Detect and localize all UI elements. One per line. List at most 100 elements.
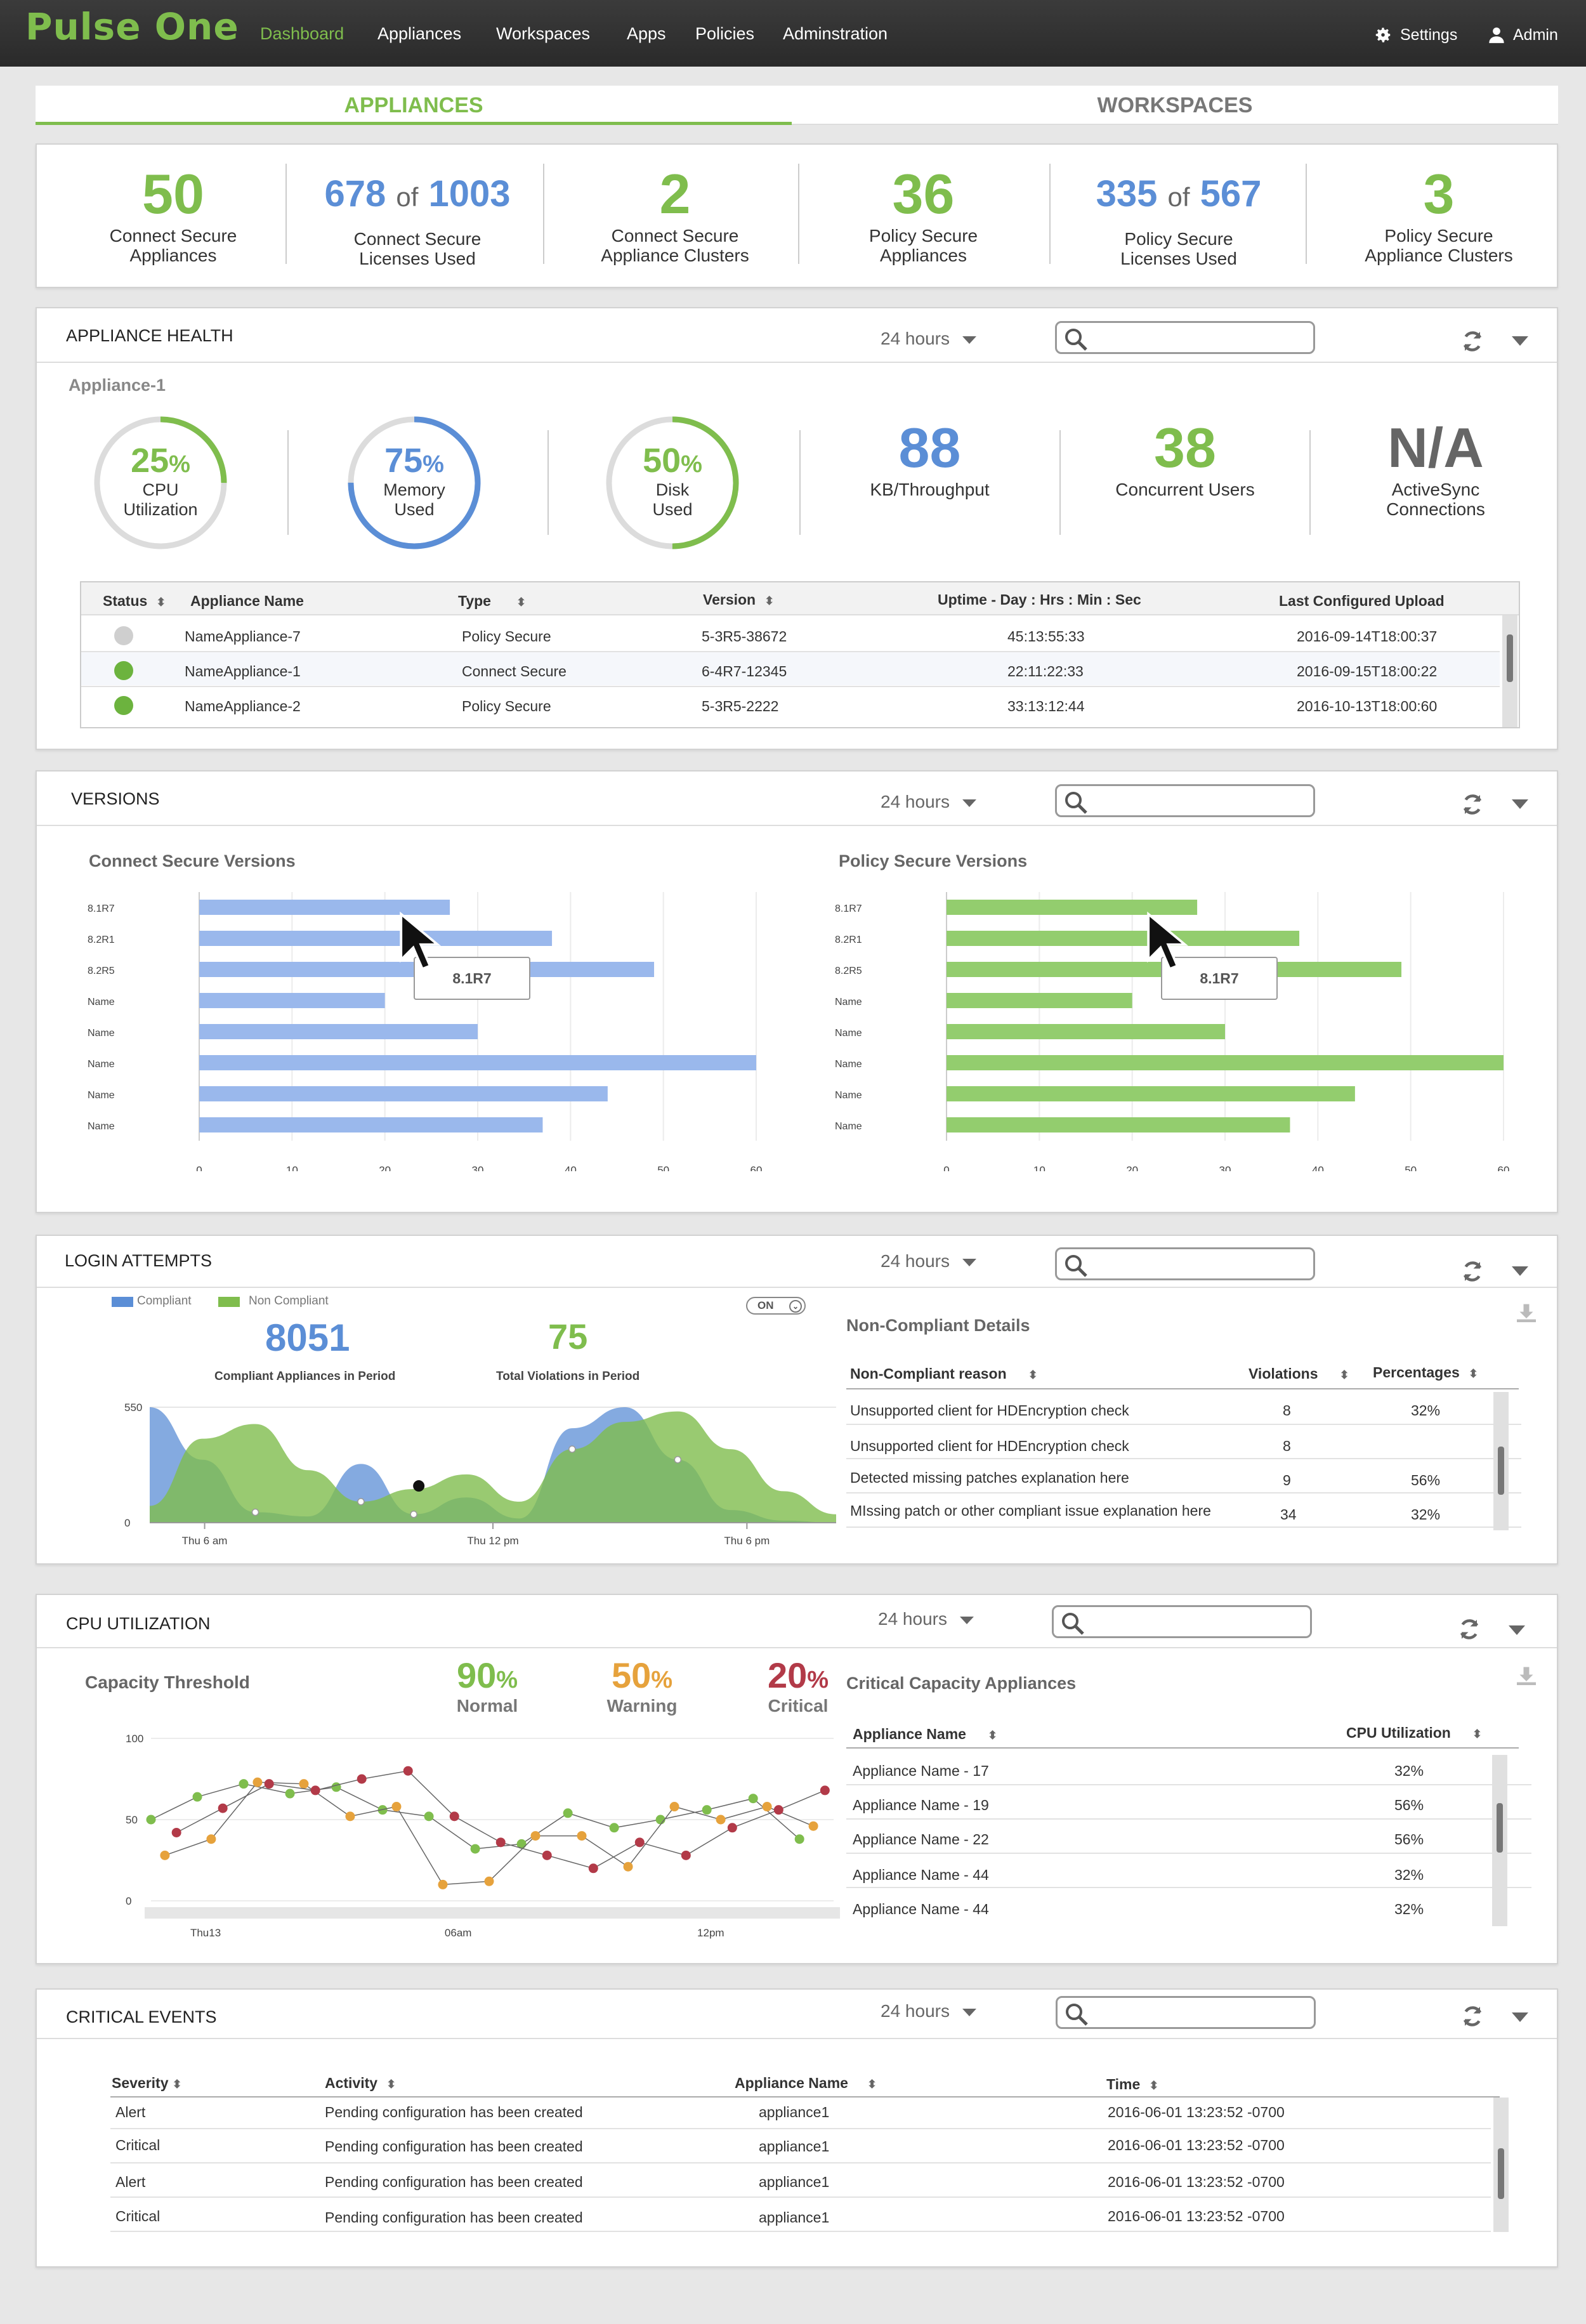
refresh-icon[interactable] [1461,330,1484,353]
search-input[interactable] [1056,1996,1316,2029]
column-header[interactable]: CPU Utilization ⬍ [1346,1724,1482,1741]
data-point [773,1805,783,1815]
column-header[interactable]: Activity ⬍ [325,2075,396,2091]
scrollbar-thumb[interactable] [1507,634,1513,682]
refresh-icon[interactable] [1461,2005,1484,2028]
search-input[interactable] [1055,1247,1315,1280]
scrollbar-thumb[interactable] [1498,2148,1504,2199]
settings-link[interactable]: Settings [1373,25,1457,44]
data-point [669,1802,679,1812]
chevron-down-icon [962,1258,976,1266]
appliance-name[interactable]: Appliance Name - 44 [853,1901,989,1917]
y-tick-label: 8.2R5 [835,966,862,976]
nav-workspaces[interactable]: Workspaces [496,24,591,43]
column-header[interactable]: Appliance Name ⬍ [853,1726,998,1742]
column-header[interactable]: Last Configured Upload [1279,593,1445,609]
disk-used-gauge: 50% Disk Used [603,413,742,553]
refresh-icon[interactable] [1461,1260,1484,1283]
x-tick-label: 30 [472,1164,484,1171]
scrollbar[interactable] [1493,1392,1509,1530]
divider [1059,430,1061,535]
admin-menu[interactable]: Admin [1488,25,1558,44]
toggle-switch[interactable]: ON ⌄ [746,1297,806,1315]
appliance-name[interactable]: Appliance Name - 17 [853,1763,989,1779]
column-header[interactable]: Type ⬍ [458,593,527,609]
stat-value: 36 [892,162,955,225]
search-input[interactable] [1052,1605,1312,1638]
stat-label: Policy Secure [868,226,978,246]
y-tick-label: Name [835,997,862,1008]
metric-label: ActiveSync [1391,480,1480,499]
time-range-dropdown[interactable]: 24 hours [881,329,976,349]
column-header[interactable]: Violations ⬍ [1248,1365,1349,1382]
appliance-name[interactable]: NameAppliance-1 [185,663,301,679]
appliance-name[interactable]: Appliance Name - 19 [853,1797,989,1813]
column-header[interactable]: Uptime - Day : Hrs : Min : Sec [938,591,1141,608]
appliance-value[interactable]: appliance1 [759,2174,830,2190]
column-header[interactable]: Version ⬍ [703,591,775,608]
appliance-name[interactable]: Appliance Name - 22 [853,1831,989,1848]
stat-label: Appliance Clusters [601,246,749,265]
column-header[interactable]: Appliance Name [190,593,304,609]
collapse-panel-icon[interactable] [1512,336,1528,346]
scrollbar[interactable] [1502,615,1517,727]
search-input[interactable] [1055,784,1315,817]
scrollbar-thumb[interactable] [1498,1447,1504,1495]
column-header[interactable]: Non-Compliant reason ⬍ [850,1365,1038,1382]
activity-value: Pending configuration has been created [325,2209,583,2226]
collapse-panel-icon[interactable] [1512,799,1528,809]
appliance-value[interactable]: appliance1 [759,2104,830,2120]
column-header[interactable]: Severity ⬍ [112,2075,182,2091]
tab-appliances[interactable]: APPLIANCES [36,86,792,125]
pulse-one-logo[interactable]: Pulse One [25,5,239,48]
percentage-value: 56% [1411,1472,1441,1488]
column-header[interactable]: Status ⬍ [103,593,166,609]
data-point [285,1789,295,1799]
collapse-panel-icon[interactable] [1512,2012,1528,2022]
download-icon[interactable] [1515,1665,1538,1686]
scrollbar-thumb[interactable] [1497,1803,1503,1853]
column-header[interactable]: Time ⬍ [1106,2076,1159,2092]
divider [543,164,544,264]
nav-dashboard[interactable]: Dashboard [260,24,344,43]
collapse-panel-icon[interactable] [1509,1625,1525,1635]
refresh-icon[interactable] [1458,1618,1481,1641]
appliance-name[interactable]: NameAppliance-2 [185,698,301,714]
download-icon[interactable] [1515,1302,1538,1323]
time-range-dropdown[interactable]: 24 hours [881,2001,976,2021]
time-range-dropdown[interactable]: 24 hours [881,792,976,812]
refresh-icon[interactable] [1461,793,1484,816]
time-range-dropdown[interactable]: 24 hours [881,1251,976,1271]
appliance-name[interactable]: NameAppliance-7 [185,628,301,645]
tab-workspaces[interactable]: WORKSPACES [792,86,1558,125]
stat-label: Connect Secure [109,226,237,246]
nav-appliances[interactable]: Appliances [377,24,462,43]
header-divider [846,1747,1519,1749]
appliance-table: Status ⬍ Appliance Name Type ⬍ Version ⬍ Up… [80,581,1520,728]
search-icon [1065,1255,1087,1277]
data-point [568,1445,576,1453]
nav-policies[interactable]: Policies [695,24,755,43]
scrollbar[interactable] [1492,1755,1507,1926]
connect-secure-licenses-stat: 678 of 1003 Connect Secure Licenses Used [291,145,544,278]
x-tick-label: Thu13 [190,1927,221,1939]
divider [1309,430,1311,535]
column-header[interactable]: Percentages ⬍ [1373,1364,1478,1381]
appliance-value[interactable]: appliance1 [759,2209,830,2226]
divider [287,430,289,535]
y-tick-label: 8.1R7 [88,903,115,914]
appliance-value[interactable]: appliance1 [759,2138,830,2155]
nav-administration[interactable]: Adminstration [783,24,888,43]
collapse-panel-icon[interactable] [1512,1266,1528,1276]
nav-apps[interactable]: Apps [627,24,666,43]
search-input[interactable] [1055,321,1315,354]
time-range-dropdown[interactable]: 24 hours [878,1609,974,1629]
scrollbar[interactable] [1493,2098,1509,2232]
data-point [634,1837,645,1848]
connect-secure-clusters-stat: 2 Connect Secure Appliance Clusters [548,145,802,278]
appliance-name[interactable]: Appliance Name - 44 [853,1867,989,1883]
column-header[interactable]: Appliance Name ⬍ [735,2075,877,2091]
row-divider [846,1853,1531,1854]
y-tick-label: 50 [126,1814,138,1826]
row-divider [846,1818,1531,1820]
